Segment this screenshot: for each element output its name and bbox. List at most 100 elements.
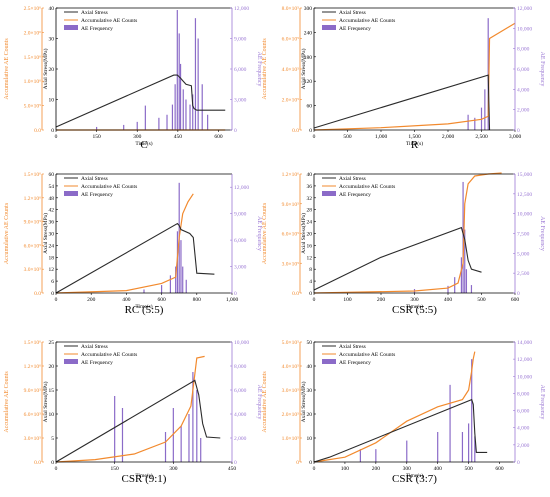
legend-label-counts: Accumulative AE Counts bbox=[81, 184, 137, 190]
x-tick-label: 500 bbox=[343, 134, 352, 140]
axial-stress-line bbox=[313, 226, 482, 291]
legend-label-frequency: AE Frequency bbox=[339, 192, 371, 198]
counts-axis-title: Accumulative AE Counts bbox=[4, 202, 10, 264]
frequency-tick-label: 2,000 bbox=[517, 443, 530, 449]
x-tick-label: 500 bbox=[464, 466, 473, 472]
panel-caption: R bbox=[411, 139, 419, 151]
counts-axis-title: Accumulative AE Counts bbox=[4, 38, 10, 100]
stress-tick-label: 30 bbox=[49, 232, 55, 238]
frequency-axis-title: AE Frequency bbox=[256, 52, 262, 87]
frequency-axis-title: AE Frequency bbox=[539, 385, 545, 420]
x-tick-label: 0 bbox=[55, 134, 58, 140]
stress-tick-label: 4 bbox=[309, 279, 312, 285]
legend: Axial Stress Accumulative AE Counts AE Fre… bbox=[64, 10, 137, 32]
stress-tick-label: 120 bbox=[304, 79, 313, 85]
frequency-tick-label: 5,000 bbox=[517, 251, 530, 257]
frequency-tick-label: 2,000 bbox=[234, 436, 247, 442]
accumulative-ae-counts-line bbox=[313, 351, 476, 463]
counts-tick-label: 3.0×10⁵ bbox=[282, 261, 299, 267]
x-tick-label: 3,000 bbox=[509, 134, 522, 140]
x-tick-label: 600 bbox=[511, 297, 520, 303]
counts-tick-label: 6.0×10⁵ bbox=[282, 37, 299, 43]
x-tick-label: 450 bbox=[174, 134, 183, 140]
frequency-tick-label: 2,000 bbox=[517, 108, 530, 114]
x-tick-label: 400 bbox=[444, 297, 453, 303]
stress-axis-title: Axial Stress(MPa) bbox=[300, 381, 307, 422]
counts-tick-label: 6.0×10⁵ bbox=[24, 412, 41, 418]
stress-tick-label: 180 bbox=[304, 55, 313, 61]
frequency-tick-label: 12,000 bbox=[234, 185, 249, 191]
counts-tick-label: 6.0×10⁵ bbox=[24, 243, 41, 249]
stress-axis-title: Axial Stress(MPa) bbox=[300, 48, 307, 89]
x-tick-label: 1,000 bbox=[226, 297, 239, 303]
stress-tick-label: 300 bbox=[304, 6, 313, 12]
axial-stress-line bbox=[313, 398, 488, 463]
frequency-axis-title: AE Frequency bbox=[256, 385, 262, 420]
legend-label-counts: Accumulative AE Counts bbox=[81, 352, 137, 358]
frequency-tick-label: 3,000 bbox=[234, 98, 247, 104]
counts-tick-label: 9.0×10⁵ bbox=[24, 220, 41, 226]
legend-swatch-frequency bbox=[64, 359, 78, 364]
counts-tick-label: 3.0×10⁵ bbox=[24, 267, 41, 273]
legend-label-frequency: AE Frequency bbox=[81, 192, 113, 198]
x-tick-label: 1,000 bbox=[375, 134, 388, 140]
counts-tick-label: 6.0×10⁵ bbox=[282, 232, 299, 238]
accumulative-ae-counts-line bbox=[55, 193, 194, 294]
frequency-tick-label: 8,000 bbox=[517, 47, 530, 53]
panel-caption: CSR (9:1) bbox=[122, 473, 167, 485]
x-tick-label: 800 bbox=[193, 297, 202, 303]
counts-tick-label: 3.0×10⁵ bbox=[24, 436, 41, 442]
stress-tick-label: 0 bbox=[51, 460, 54, 466]
frequency-tick-label: 8,000 bbox=[234, 364, 247, 370]
counts-tick-label: 2.0×10⁵ bbox=[282, 412, 299, 418]
x-tick-label: 0 bbox=[313, 297, 316, 303]
counts-tick-label: 1.2×10⁶ bbox=[282, 172, 299, 178]
stress-axis-title: Axial Stress(MPa) bbox=[42, 48, 49, 89]
frequency-axis-title: AE Frequency bbox=[256, 216, 262, 251]
stress-tick-label: 40 bbox=[307, 172, 313, 178]
stress-tick-label: 0 bbox=[51, 291, 54, 297]
legend: Axial Stress Accumulative AE Counts AE Fre… bbox=[322, 344, 395, 366]
frequency-tick-label: 3,000 bbox=[234, 265, 247, 271]
stress-tick-label: 0 bbox=[309, 291, 312, 297]
legend-swatch-frequency bbox=[64, 191, 78, 196]
x-tick-label: 2,000 bbox=[442, 134, 455, 140]
stress-tick-label: 24 bbox=[49, 243, 55, 249]
stress-tick-label: 30 bbox=[307, 388, 313, 394]
frequency-tick-label: 6,000 bbox=[517, 67, 530, 73]
frequency-tick-label: 10,000 bbox=[517, 26, 532, 32]
counts-tick-label: 1.5×10⁶ bbox=[24, 340, 41, 346]
stress-tick-label: 15 bbox=[49, 388, 55, 394]
x-tick-label: 600 bbox=[214, 134, 223, 140]
panel-caption: RC (5:5) bbox=[125, 304, 164, 316]
frequency-tick-label: 12,000 bbox=[517, 6, 532, 12]
frequency-tick-label: 9,000 bbox=[234, 212, 247, 218]
counts-tick-label: 4.0×10⁵ bbox=[282, 364, 299, 370]
legend-label-frequency: AE Frequency bbox=[339, 26, 371, 32]
stress-tick-label: 60 bbox=[49, 172, 55, 178]
frequency-tick-label: 14,000 bbox=[517, 340, 532, 346]
counts-axis-title: Accumulative AE Counts bbox=[262, 38, 268, 100]
stress-tick-label: 8 bbox=[309, 267, 312, 273]
x-tick-label: 400 bbox=[434, 466, 443, 472]
frequency-tick-label: 0 bbox=[517, 291, 520, 297]
stress-tick-label: 60 bbox=[307, 104, 313, 110]
stress-tick-label: 0 bbox=[309, 460, 312, 466]
frequency-tick-label: 0 bbox=[234, 128, 237, 134]
stress-tick-label: 32 bbox=[307, 196, 313, 202]
x-tick-label: 300 bbox=[169, 466, 178, 472]
legend-label-stress: Axial Stress bbox=[339, 344, 366, 350]
legend: Axial Stress Accumulative AE Counts AE Fre… bbox=[64, 176, 137, 198]
counts-axis-title: Accumulative AE Counts bbox=[4, 371, 10, 433]
x-axis-title: Time(s) bbox=[406, 472, 423, 479]
x-tick-label: 600 bbox=[157, 297, 166, 303]
counts-tick-label: 4.0×10⁵ bbox=[282, 67, 299, 73]
frequency-tick-label: 0 bbox=[517, 128, 520, 134]
x-tick-label: 2,500 bbox=[475, 134, 488, 140]
counts-tick-label: 8.0×10⁵ bbox=[282, 6, 299, 12]
stress-tick-label: 25 bbox=[49, 340, 55, 346]
counts-tick-label: 3.0×10⁵ bbox=[282, 388, 299, 394]
chart-panel-2: 0 500 1,000 1,500 2,000 2,500 3,000 Time(s) 0 60 1… bbox=[262, 6, 545, 151]
x-tick-label: 450 bbox=[228, 466, 237, 472]
x-tick-label: 1,500 bbox=[408, 134, 421, 140]
